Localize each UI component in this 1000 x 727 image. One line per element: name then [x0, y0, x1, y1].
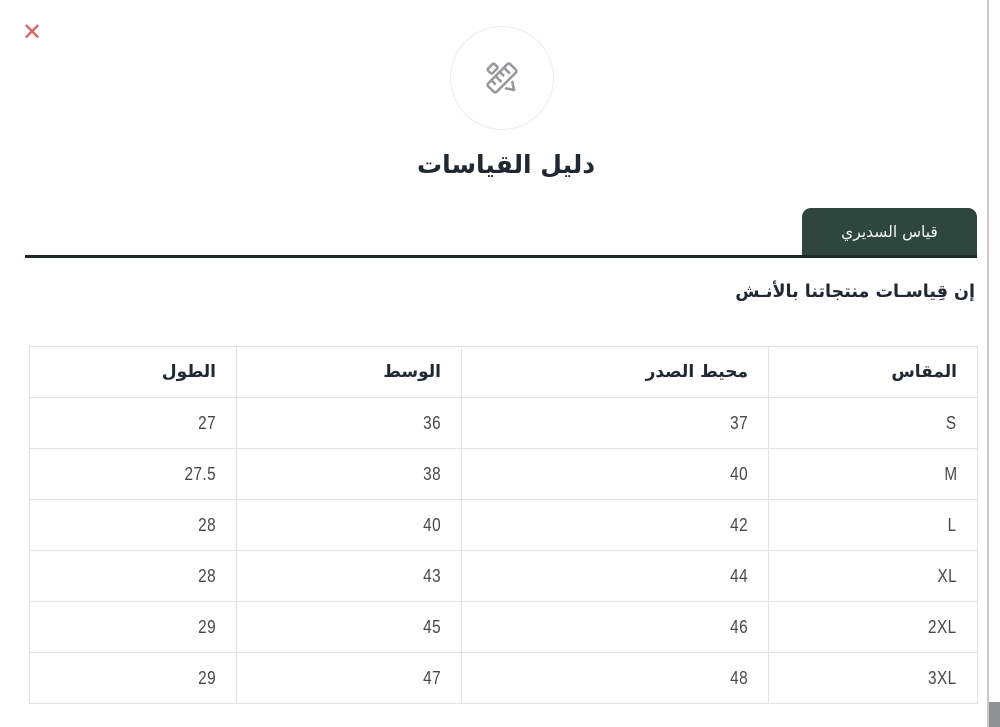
table-cell-text: S — [946, 412, 957, 433]
size-table: المقاس محيط الصدر الوسط الطول S 37 36 27 M 40… — [29, 346, 978, 704]
table-cell-text: 42 — [730, 514, 748, 535]
tab-vest-size[interactable]: قياس السديري — [802, 208, 977, 255]
table-cell-text: 3XL — [928, 667, 957, 688]
header-waist: الوسط — [236, 346, 462, 398]
table-cell: 37 — [461, 397, 769, 449]
table-cell: 40 — [236, 499, 462, 551]
table-row: 3XL 48 47 29 — [29, 652, 978, 704]
header-length: الطول — [29, 346, 237, 398]
table-cell: 27.5 — [29, 448, 237, 500]
table-cell: 47 — [236, 652, 462, 704]
modal-title: دليل القياسات — [416, 150, 596, 179]
table-cell-text: 37 — [730, 412, 748, 433]
table-header-row: المقاس محيط الصدر الوسط الطول — [29, 346, 978, 398]
table-cell-text: 40 — [730, 463, 748, 484]
table-cell: 29 — [29, 601, 237, 653]
table-cell-text: 44 — [730, 565, 748, 586]
table-cell-text: L — [948, 514, 957, 535]
table-cell-text: M — [943, 463, 957, 484]
table-cell: 46 — [461, 601, 769, 653]
table-row: 2XL 46 45 29 — [29, 601, 978, 653]
table-cell: 43 — [236, 550, 462, 602]
table-cell-text: 29 — [198, 667, 216, 688]
table-cell-text: 29 — [198, 616, 216, 637]
table-cell-text: 36 — [423, 412, 441, 433]
close-icon: ✕ — [21, 18, 43, 46]
table-cell-text: 27 — [198, 412, 216, 433]
table-cell: 48 — [461, 652, 769, 704]
table-cell-text: 40 — [423, 514, 441, 535]
table-cell-text: 28 — [198, 565, 216, 586]
table-cell: S — [768, 397, 978, 449]
table-cell: 28 — [29, 499, 237, 551]
table-cell: 38 — [236, 448, 462, 500]
close-button[interactable]: ✕ — [16, 16, 48, 48]
table-cell-text: 27.5 — [184, 463, 216, 484]
table-cell: L — [768, 499, 978, 551]
table-cell-text: 38 — [423, 463, 441, 484]
table-cell-text: XL — [937, 565, 957, 586]
table-cell: 3XL — [768, 652, 978, 704]
table-cell: 45 — [236, 601, 462, 653]
table-row: L 42 40 28 — [29, 499, 978, 551]
table-cell-text: 28 — [198, 514, 216, 535]
ruler-pencil-icon — [486, 62, 518, 94]
table-cell-text: 47 — [423, 667, 441, 688]
table-cell: 40 — [461, 448, 769, 500]
table-cell-text: 46 — [730, 616, 748, 637]
scrollbar-thumb[interactable] — [989, 702, 1000, 727]
size-table-body: S 37 36 27 M 40 38 27.5 L 42 40 28 XL 44 43 28 2XL 46 45 29… — [29, 397, 978, 704]
table-cell-text: 45 — [423, 616, 441, 637]
panel-right-edge — [987, 0, 1000, 727]
table-row: XL 44 43 28 — [29, 550, 978, 602]
table-row: M 40 38 27.5 — [29, 448, 978, 500]
table-cell-text: 43 — [423, 565, 441, 586]
table-cell: 2XL — [768, 601, 978, 653]
table-cell: 36 — [236, 397, 462, 449]
table-row: S 37 36 27 — [29, 397, 978, 449]
table-cell: 42 — [461, 499, 769, 551]
table-cell: 27 — [29, 397, 237, 449]
units-note: إن قِياسـات منتجاتنا بالأنـش — [735, 282, 975, 302]
header-chest: محيط الصدر — [461, 346, 769, 398]
table-cell: M — [768, 448, 978, 500]
table-cell-text: 48 — [730, 667, 748, 688]
size-guide-modal: ✕ دليل القياسات قياس السديري إن قِياسـات… — [12, 0, 1000, 727]
table-cell: 44 — [461, 550, 769, 602]
table-cell: 28 — [29, 550, 237, 602]
measure-badge — [450, 26, 554, 130]
table-cell: XL — [768, 550, 978, 602]
table-cell-text: 2XL — [928, 616, 957, 637]
table-cell: 29 — [29, 652, 237, 704]
header-size: المقاس — [768, 346, 978, 398]
tab-bar: قياس السديري — [25, 208, 977, 258]
